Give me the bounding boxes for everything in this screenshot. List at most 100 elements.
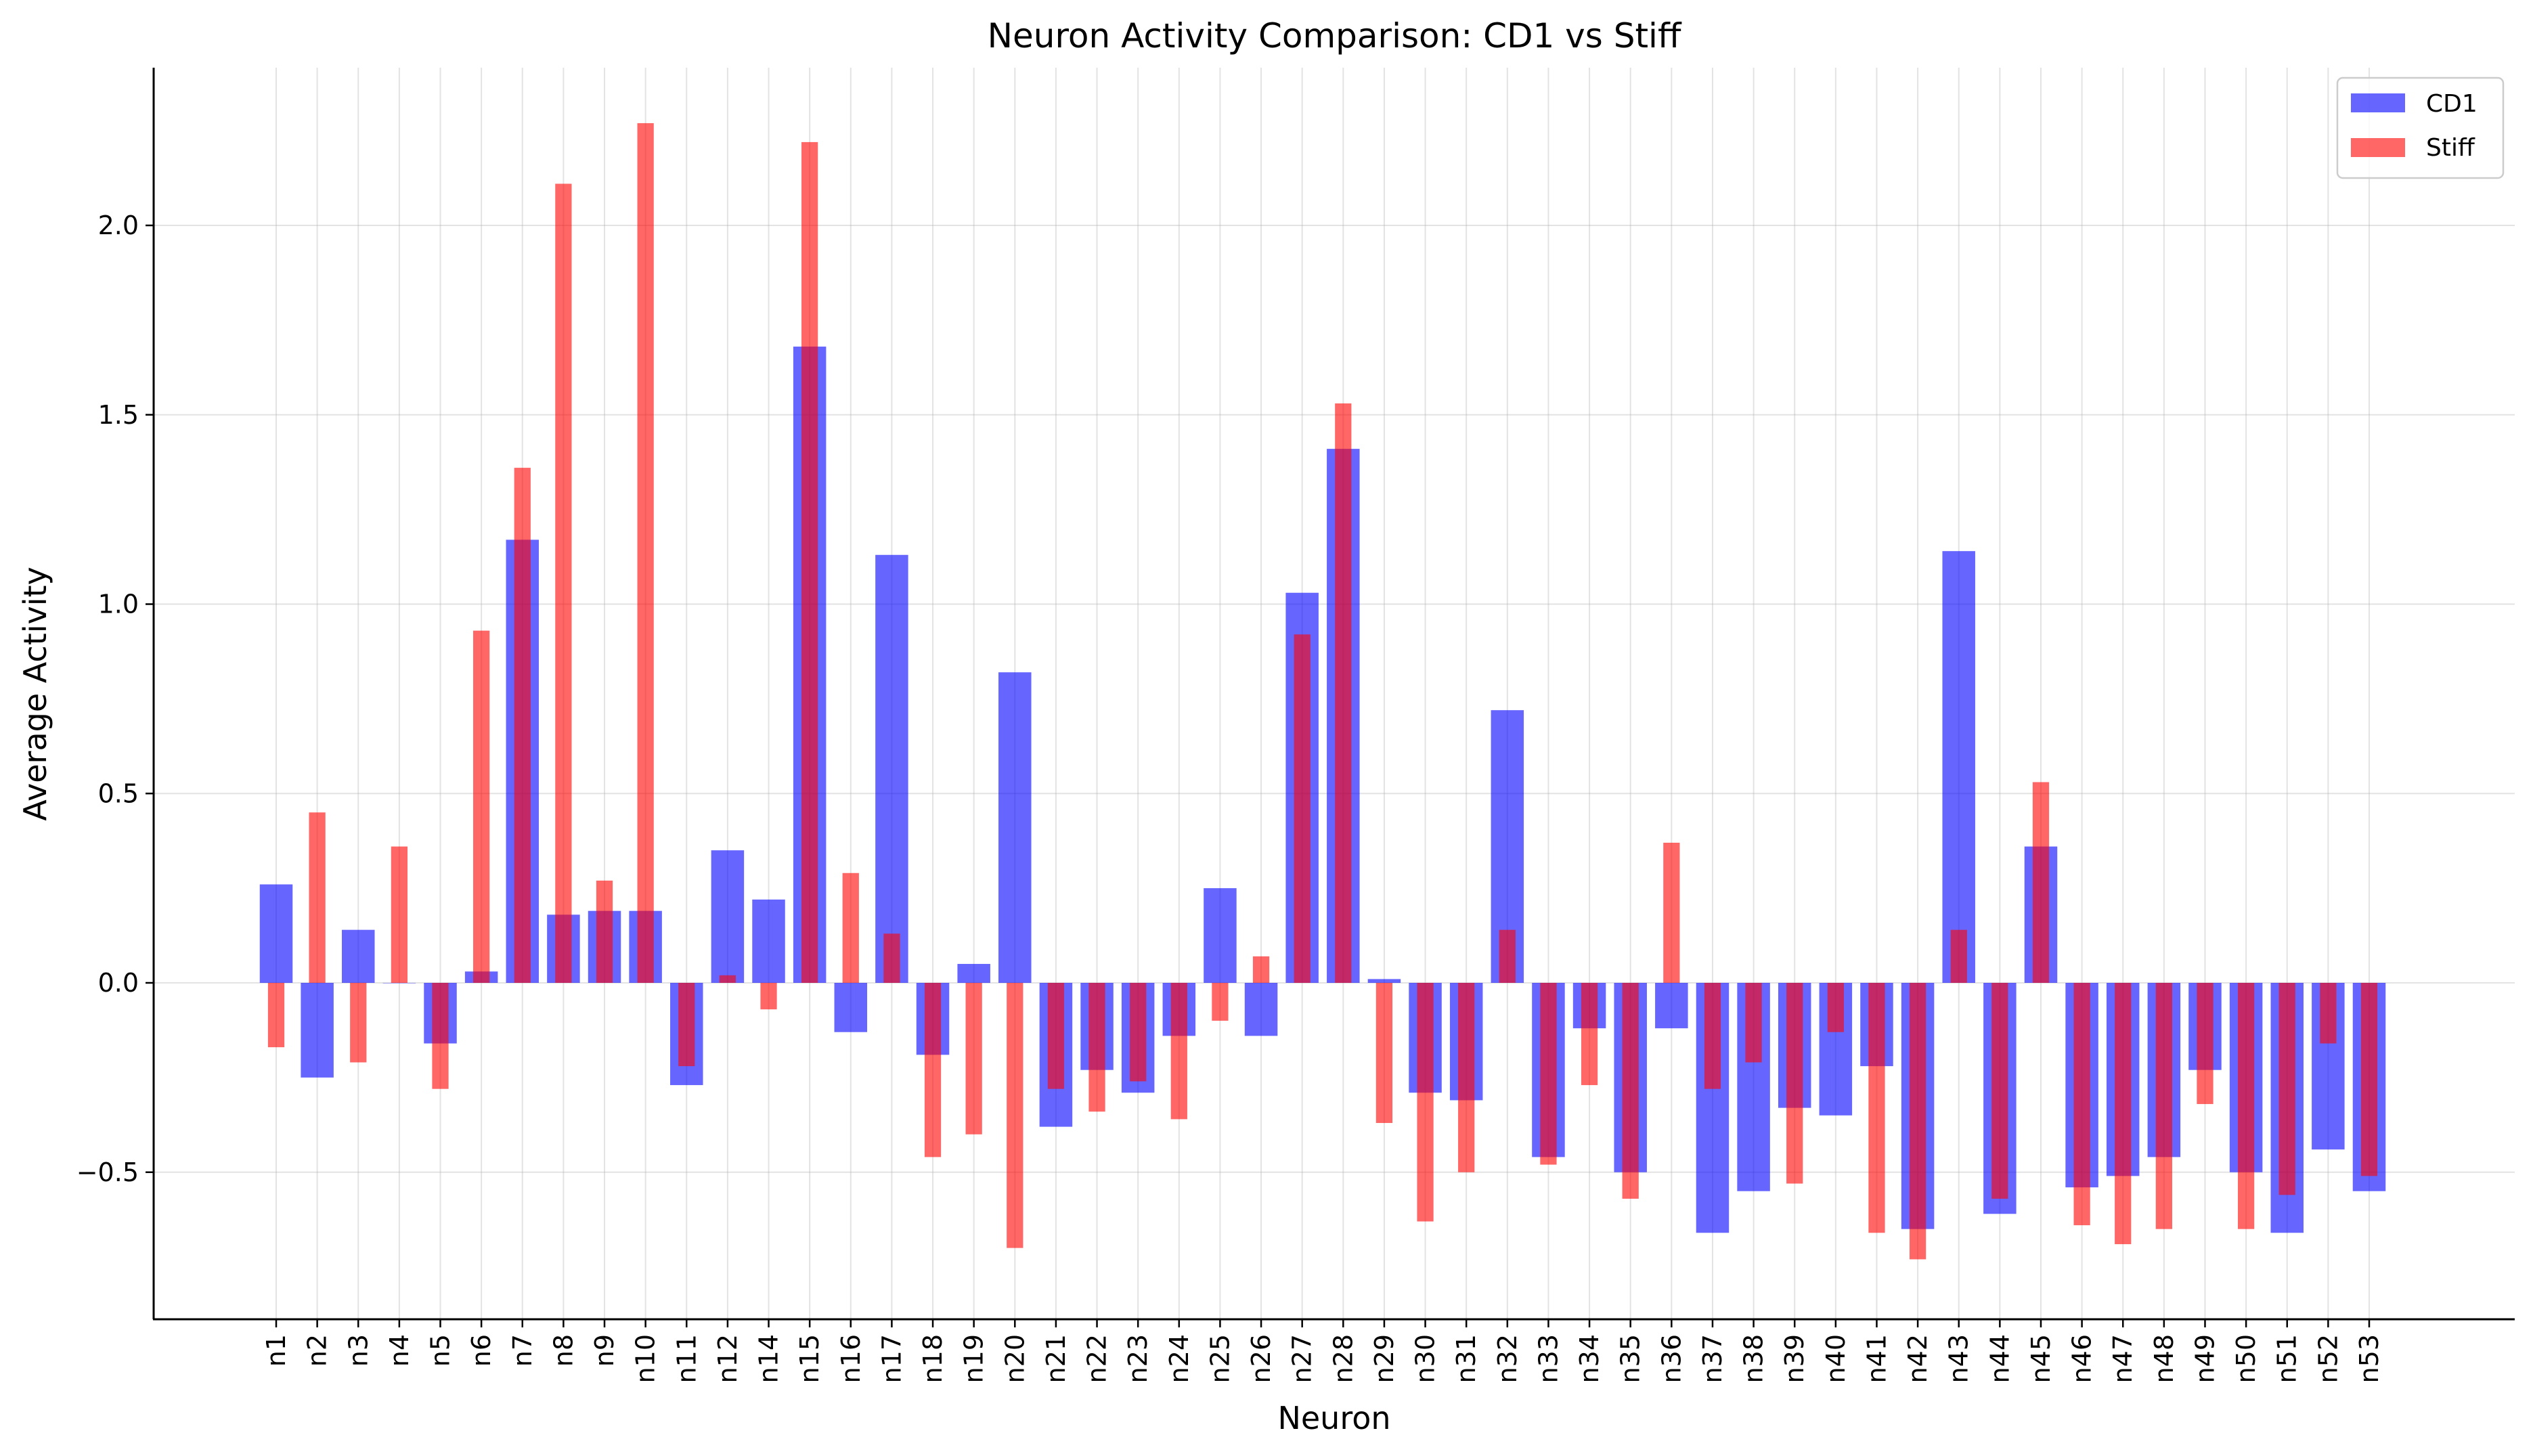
x-axis-label: Neuron [1277,1400,1390,1436]
x-tick-label: n28 [1328,1334,1358,1383]
bar-stiff [1170,983,1187,1120]
bar-stiff [2320,983,2337,1044]
bar-stiff [2197,983,2213,1105]
legend-swatch-cd1 [2351,93,2405,112]
x-tick-label: n8 [548,1334,578,1367]
bar-stiff [1047,983,1065,1089]
x-tick-label: n44 [1985,1334,2014,1383]
bar-stiff [1088,983,1105,1112]
x-tick-label: n17 [877,1334,906,1383]
x-tick-label: n5 [426,1334,456,1367]
bar-stiff [1909,983,1926,1260]
x-tick-label: n46 [2067,1334,2097,1383]
bar-stiff [1335,403,1352,983]
x-tick-label: n32 [1493,1334,1522,1383]
y-axis-label: Average Activity [17,567,53,821]
bar-stiff [1950,929,1967,983]
x-ticks: n1 n2 n3 n4 n5 n6 n7 n8 n9 n10 n11 n12 n14 n15 n16 n17 n… [261,1319,2384,1383]
bar-cd1 [752,899,785,983]
bar-stiff [2237,983,2255,1229]
x-tick-label: n36 [1656,1334,1686,1383]
bar-stiff [924,983,942,1157]
bar-stiff [2115,983,2132,1245]
bar-stiff [1540,983,1557,1165]
bar-stiff [760,983,777,1010]
bar-cd1 [875,554,908,983]
bar-cd1 [1655,983,1688,1029]
bar-stiff [391,846,408,983]
y-tick-label: 1.0 [98,590,139,619]
x-tick-label: n25 [1205,1334,1235,1383]
bar-cd1 [998,672,1032,983]
bar-stiff [1868,983,1885,1233]
x-tick-label: n16 [836,1334,866,1383]
x-tick-label: n22 [1082,1334,1112,1383]
bar-stiff [514,468,531,983]
bar-stiff [1252,956,1270,983]
legend-frame [2336,76,2505,179]
bar-stiff [309,812,326,983]
x-tick-label: n50 [2231,1334,2261,1383]
bar-stiff [719,975,736,983]
bar-cd1 [1204,888,1237,983]
y-tick-label: 0.5 [98,778,139,808]
x-tick-label: n4 [384,1334,414,1367]
x-tick-label: n29 [1369,1334,1399,1383]
bar-stiff [1991,983,2008,1199]
bar-cd1 [1244,983,1278,1036]
y-tick-label: 2.0 [98,211,139,240]
bar-stiff [1786,983,1803,1184]
bar-cd1 [342,929,375,983]
x-tick-label: n10 [631,1334,661,1383]
bar-stiff [2360,983,2378,1176]
bar-stiff [1622,983,1639,1199]
x-tick-label: n49 [2190,1334,2220,1383]
x-tick-label: n42 [1903,1334,1933,1383]
bar-stiff [883,933,900,983]
x-tick-label: n52 [2313,1334,2343,1383]
x-tick-label: n33 [1533,1334,1563,1383]
bar-stiff [1130,983,1147,1082]
bar-stiff [267,983,285,1048]
bar-stiff [965,983,982,1134]
bar-stiff [1745,983,1762,1063]
x-tick-label: n34 [1574,1334,1604,1383]
x-tick-label: n39 [1780,1334,1809,1383]
legend-label-stiff: Stiff [2426,134,2475,162]
bar-stiff [801,141,818,983]
y-tick-label: −0.5 [76,1157,139,1187]
x-tick-label: n12 [713,1334,743,1383]
bar-stiff [1458,983,1475,1172]
x-tick-label: n3 [343,1334,373,1367]
x-tick-label: n11 [671,1334,701,1383]
legend-label-cd1: CD1 [2426,90,2477,118]
x-tick-label: n47 [2108,1334,2138,1383]
bar-cd1 [1942,551,1975,983]
bar-stiff [2155,983,2172,1229]
x-tick-label: n48 [2149,1334,2179,1383]
bar-stiff [596,880,613,983]
bar-stiff [555,183,572,984]
bar-cd1 [834,983,868,1032]
bar-stiff [1375,983,1393,1124]
x-tick-label: n53 [2354,1334,2384,1383]
bar-stiff [1663,842,1680,983]
bar-stiff [678,983,695,1067]
x-tick-label: n31 [1451,1334,1481,1383]
x-tick-label: n23 [1123,1334,1153,1383]
x-tick-label: n35 [1616,1334,1646,1383]
bar-stiff [2278,983,2295,1195]
x-tick-label: n6 [466,1334,496,1367]
bar-cd1 [711,850,745,983]
bar-stiff [1827,983,1844,1032]
bar-stiff [1212,983,1229,1021]
legend: CD1 Stiff [2336,76,2505,179]
x-tick-label: n9 [590,1334,619,1367]
bar-stiff [1417,983,1434,1222]
bar-stiff [1499,929,1516,983]
x-tick-label: n26 [1246,1334,1276,1383]
bar-stiff [473,630,490,983]
bars-stiff [267,123,2378,1260]
bar-stiff [2032,782,2050,983]
